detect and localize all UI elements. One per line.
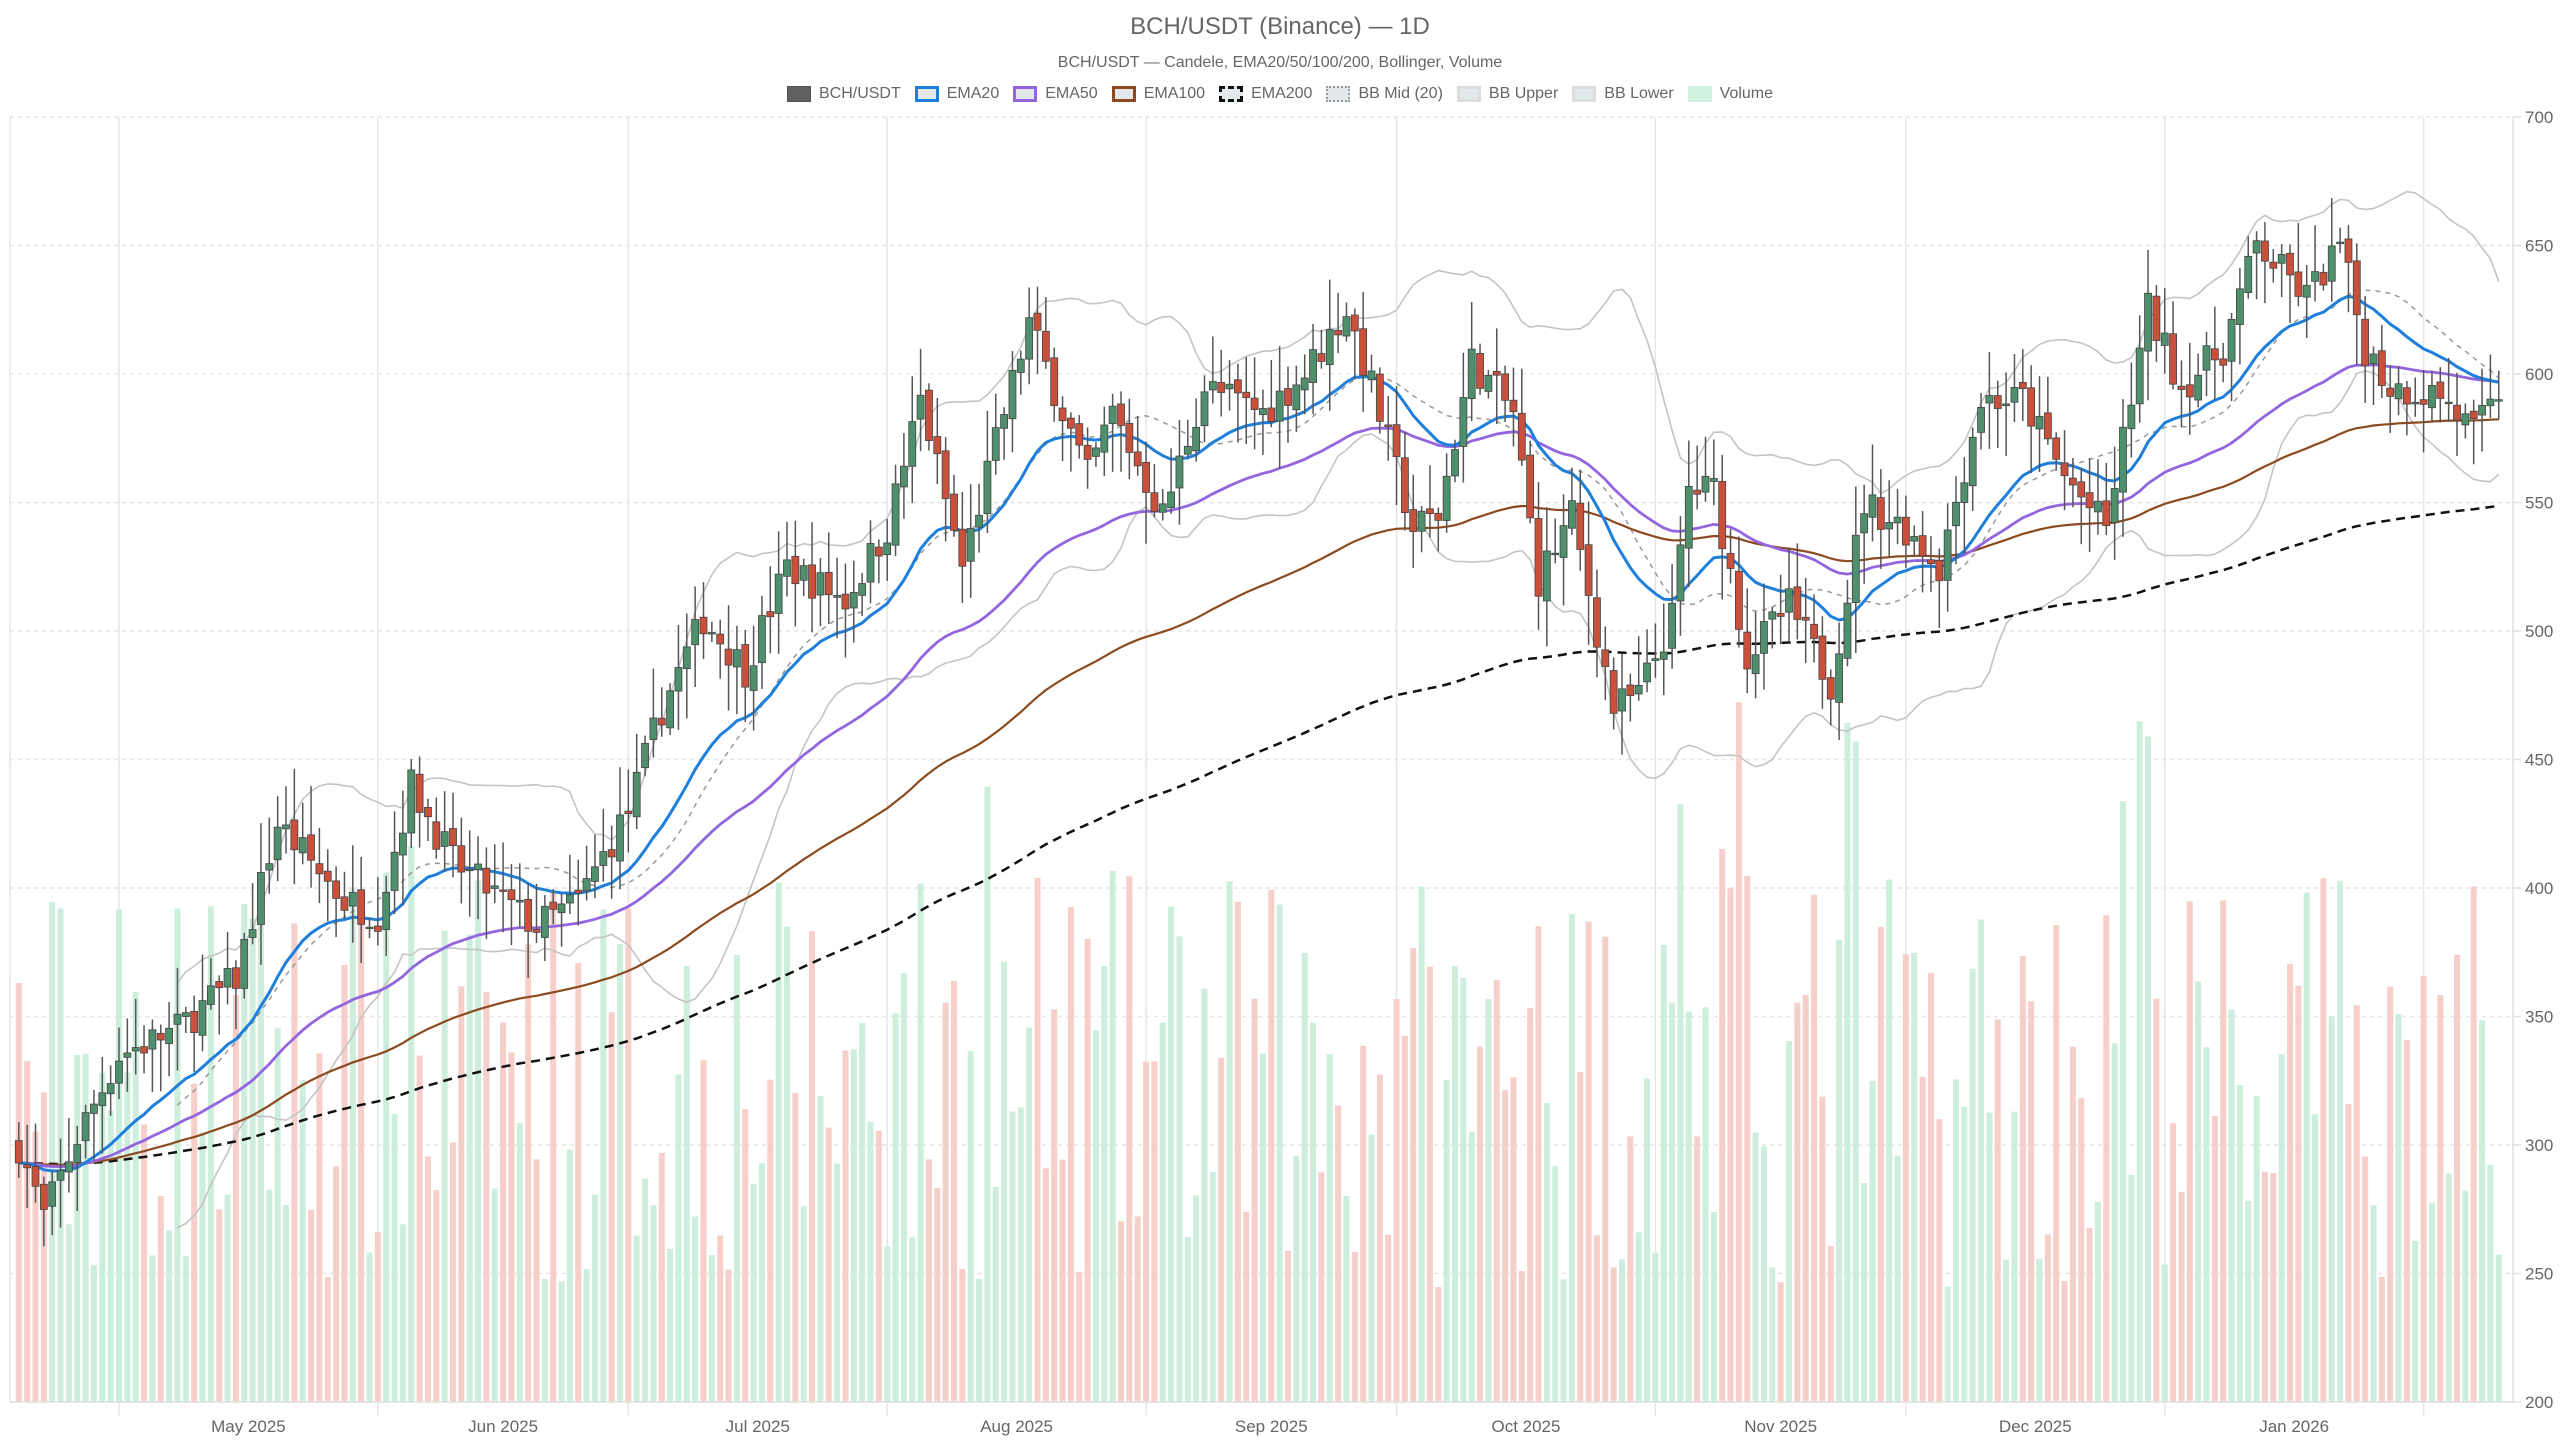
svg-text:Nov 2025: Nov 2025 <box>1744 1417 1817 1436</box>
bb-upper-swatch-icon <box>1456 86 1481 102</box>
legend-label: EMA100 <box>1143 85 1206 102</box>
legend-item-bb-lower[interactable]: BB Lower <box>1572 85 1674 103</box>
chart-subtitle: BCH/USDT — Candele, EMA20/50/100/200, Bo… <box>1057 54 1503 71</box>
candle-swatch-icon <box>786 86 811 102</box>
legend-item-volume[interactable]: Volume <box>1687 85 1774 103</box>
ema20-swatch-icon <box>914 86 939 102</box>
svg-text:200: 200 <box>2525 1393 2553 1412</box>
legend-label: EMA20 <box>946 85 1000 102</box>
svg-text:Aug 2025: Aug 2025 <box>980 1417 1053 1436</box>
svg-text:650: 650 <box>2525 237 2553 256</box>
legend-item-ema50[interactable]: EMA50 <box>1013 85 1098 103</box>
svg-text:May 2025: May 2025 <box>211 1417 286 1436</box>
svg-text:550: 550 <box>2525 494 2553 513</box>
volume-bars <box>15 702 2502 1402</box>
svg-text:300: 300 <box>2525 1136 2553 1155</box>
svg-text:Dec 2025: Dec 2025 <box>1999 1417 2072 1436</box>
svg-text:600: 600 <box>2525 365 2553 384</box>
svg-text:250: 250 <box>2525 1265 2553 1284</box>
legend-item-bb-upper[interactable]: BB Upper <box>1456 85 1559 103</box>
bb-mid-swatch-icon <box>1326 86 1351 102</box>
svg-text:Jul 2025: Jul 2025 <box>726 1417 790 1436</box>
svg-text:Jun 2025: Jun 2025 <box>468 1417 538 1436</box>
svg-text:400: 400 <box>2525 879 2553 898</box>
legend-item-ema20[interactable]: EMA20 <box>914 85 1000 103</box>
legend-label: BB Lower <box>1604 85 1674 102</box>
legend-item-ema200[interactable]: EMA200 <box>1219 85 1312 103</box>
ema-lines <box>18 294 2500 1173</box>
ema100-swatch-icon <box>1111 86 1136 102</box>
svg-text:450: 450 <box>2525 751 2553 770</box>
legend-label: BCH/USDT <box>818 85 901 102</box>
ema50-swatch-icon <box>1013 86 1038 102</box>
svg-text:500: 500 <box>2525 622 2553 641</box>
legend-item-price[interactable]: BCH/USDT <box>786 85 901 103</box>
svg-text:Oct 2025: Oct 2025 <box>1491 1417 1560 1436</box>
legend-label: Volume <box>1719 85 1774 102</box>
axes: 200 250 300 350 400 450 500 550 600 650 700 May 202… <box>10 108 2553 1436</box>
volume-swatch-icon <box>1687 86 1712 102</box>
chart-title: BCH/USDT (Binance) — 1D <box>1130 13 1430 40</box>
legend-item-ema100[interactable]: EMA100 <box>1111 85 1206 103</box>
candlesticks <box>14 198 2503 1247</box>
svg-text:Sep 2025: Sep 2025 <box>1235 1417 1308 1436</box>
svg-text:700: 700 <box>2525 108 2553 127</box>
svg-text:350: 350 <box>2525 1008 2553 1027</box>
legend-label: EMA200 <box>1251 85 1313 102</box>
legend-label: EMA50 <box>1045 85 1098 102</box>
ema200-swatch-icon <box>1219 86 1244 102</box>
legend: BCH/USDT EMA20 EMA50 EMA100 EMA200 BB Mi… <box>0 85 2560 103</box>
bb-lower-swatch-icon <box>1572 86 1597 102</box>
legend-label: BB Mid (20) <box>1358 85 1443 102</box>
svg-text:Jan 2026: Jan 2026 <box>2259 1417 2329 1436</box>
legend-item-bb-mid[interactable]: BB Mid (20) <box>1326 85 1443 103</box>
legend-label: BB Upper <box>1488 85 1559 102</box>
